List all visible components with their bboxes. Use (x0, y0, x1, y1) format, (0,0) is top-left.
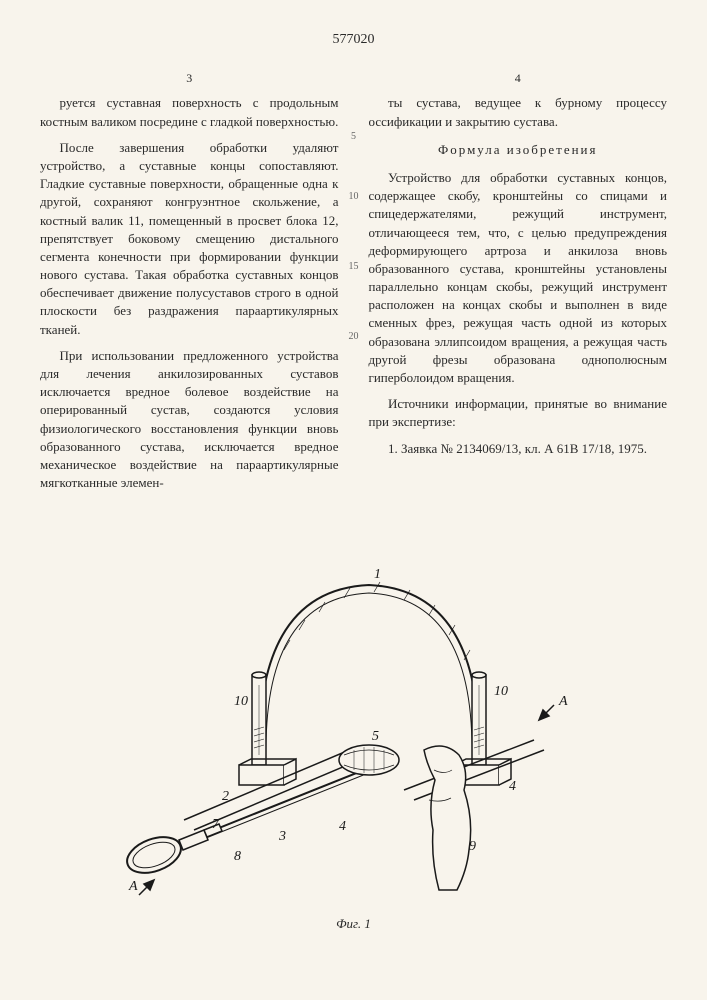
paragraph: руется суставная поверхность с продольны… (40, 94, 339, 130)
right-col-number: 4 (369, 70, 668, 87)
fig-label-10b: 10 (494, 684, 508, 699)
fig-label-4b: 4 (509, 779, 516, 794)
formula-title: Формула изобретения (369, 141, 668, 159)
fig-label-9: 9 (469, 839, 476, 854)
left-column: 3 руется суставная поверхность с продоль… (40, 70, 339, 501)
right-column: 4 ты сустава, ведущее к бурному процессу… (369, 70, 668, 501)
paragraph: После завершения обработки удаляют устро… (40, 139, 339, 339)
fig-label-3: 3 (278, 829, 286, 844)
fig-label-A: A (128, 879, 138, 894)
fig-label-10: 10 (234, 694, 248, 709)
paragraph: Устройство для обработки суставных концо… (369, 169, 668, 387)
paragraph: 1. Заявка № 2134069/13, кл. А 61В 17/18,… (369, 440, 668, 458)
figure-diagram: 1 2 3 4 4 5 7 8 9 10 10 A A (104, 530, 604, 910)
fig-label-Ab: A (558, 694, 568, 709)
fig-label-1: 1 (374, 567, 381, 582)
fig-label-4: 4 (339, 819, 346, 834)
text-columns-wrap: 3 руется суставная поверхность с продоль… (40, 70, 667, 501)
fig-label-8: 8 (234, 849, 241, 864)
line-number: 5 (351, 130, 356, 144)
paragraph: ты сустава, ведущее к бурному процессу о… (369, 94, 668, 130)
figure-area: 1 2 3 4 4 5 7 8 9 10 10 A A Фиг. 1 (40, 530, 667, 933)
paragraph: При использовании предложенного устройст… (40, 347, 339, 493)
fig-label-2: 2 (222, 789, 229, 804)
fig-label-7: 7 (212, 817, 220, 832)
paragraph: Источники информации, принятые во вниман… (369, 395, 668, 431)
line-number: 10 (349, 190, 359, 204)
patent-number: 577020 (40, 30, 667, 50)
fig-label-5: 5 (372, 729, 379, 744)
figure-caption: Фиг. 1 (40, 915, 667, 933)
left-col-number: 3 (40, 70, 339, 87)
line-number: 15 (349, 260, 359, 274)
line-number: 20 (349, 330, 359, 344)
